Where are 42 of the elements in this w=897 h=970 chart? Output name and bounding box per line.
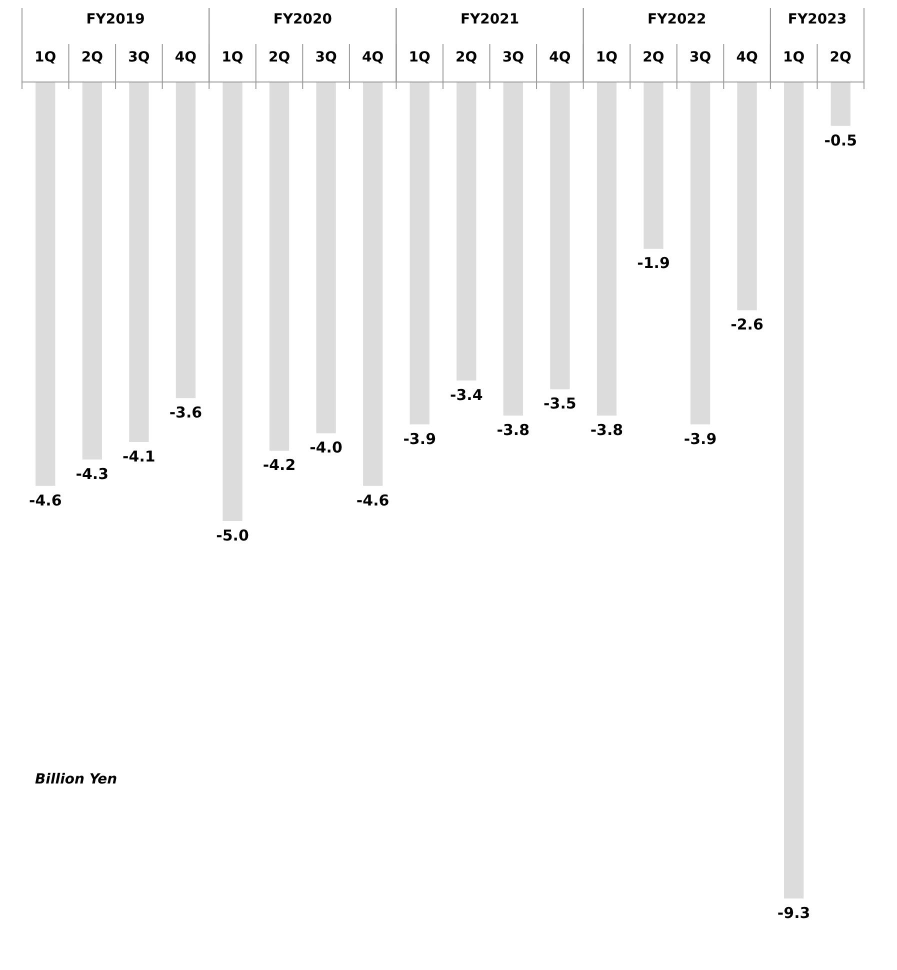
data-label: -4.0: [310, 438, 342, 457]
x-tick-label: 2Q: [268, 50, 290, 66]
x-tick-label: 1Q: [34, 50, 56, 66]
data-label: -4.1: [122, 447, 156, 466]
y-axis-title: Billion Yen: [35, 772, 118, 788]
data-label: -3.8: [590, 421, 624, 440]
text: FY2020: [273, 12, 332, 28]
x-tick-label: 1Q: [222, 50, 244, 66]
data-label: -3.9: [684, 430, 717, 448]
text: FY2023: [788, 12, 847, 28]
x-tick-label: 2Q: [642, 50, 664, 66]
data-label: -2.6: [730, 316, 764, 334]
text: FY2022: [648, 12, 706, 28]
x-tick-label: 4Q: [174, 50, 197, 66]
data-label: -3.8: [496, 421, 530, 440]
data-label: -3.5: [544, 394, 576, 413]
x-tick-label: 2Q: [456, 50, 478, 66]
text: FY2021: [460, 12, 520, 28]
x-tick-label: 1Q: [408, 50, 431, 66]
x-tick-label: 1Q: [783, 50, 805, 66]
x-tick-label: 4Q: [736, 50, 758, 66]
x-tick-label: 2Q: [81, 50, 104, 66]
x-tick-label: 3Q: [689, 50, 712, 66]
x-tick-label: 3Q: [502, 50, 524, 66]
x-tick-label: 4Q: [362, 50, 384, 66]
data-label: -4.3: [76, 464, 109, 483]
data-label: -5.0: [216, 526, 249, 544]
data-label: -3.4: [450, 386, 483, 404]
x-tick-label: 2Q: [830, 50, 852, 66]
x-tick-label: 3Q: [315, 50, 337, 66]
data-label: -4.2: [262, 456, 296, 474]
text: FY2019: [86, 12, 145, 28]
x-tick-label: 3Q: [128, 50, 150, 66]
x-tick-label: 4Q: [549, 50, 571, 66]
data-label: -3.6: [169, 403, 202, 422]
data-label: -0.5: [824, 131, 858, 150]
data-label: -1.9: [637, 254, 670, 272]
x-tick-label: 1Q: [596, 50, 618, 66]
data-label: -4.6: [356, 491, 390, 510]
data-label: -4.6: [28, 491, 62, 510]
data-label: -3.9: [403, 430, 436, 448]
data-label: -9.3: [777, 904, 810, 922]
